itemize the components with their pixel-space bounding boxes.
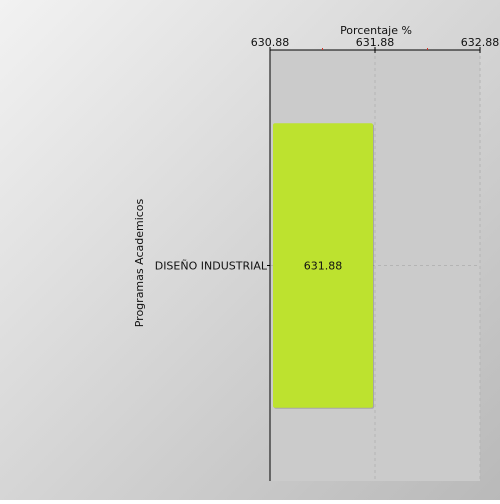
- x-tick-label: 631.88: [356, 36, 395, 49]
- bar-data-label: 631.88: [304, 260, 343, 273]
- x-tick-label: 630.88: [251, 36, 290, 49]
- y-axis-title: Programas Academicos: [133, 198, 146, 327]
- grid-lines: [270, 50, 481, 481]
- bar: [273, 123, 373, 408]
- x-tick-label: 632.88: [461, 36, 500, 49]
- y-tick-label: DISEÑO INDUSTRIAL: [155, 260, 268, 273]
- bars: 631.88: [273, 123, 374, 409]
- axes: 630.88 631.88 632.88 DISEÑO INDUSTRIAL: [155, 36, 500, 481]
- x-axis-title: Porcentaje %: [340, 24, 412, 37]
